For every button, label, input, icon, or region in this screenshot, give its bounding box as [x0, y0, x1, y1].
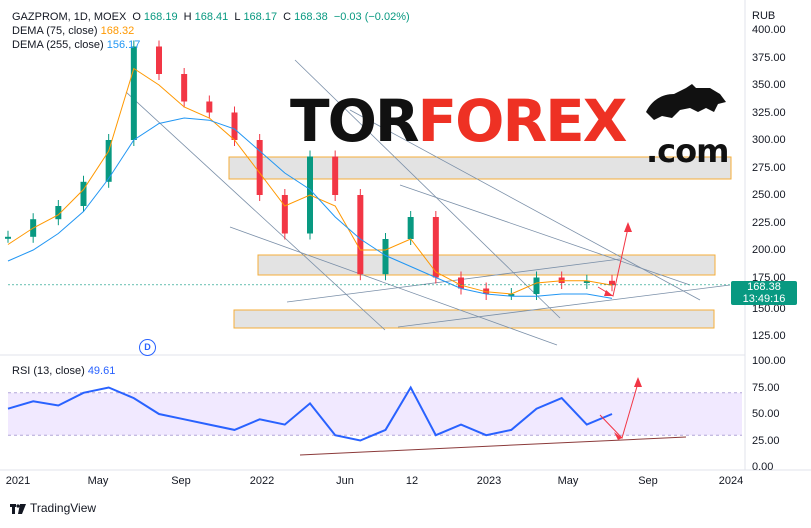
price-tick: 150.00 — [752, 303, 786, 315]
time-tick: 2021 — [5, 475, 31, 487]
forecast-arrowhead-price-down — [604, 290, 613, 296]
low-value: 168.17 — [243, 11, 278, 23]
rsi-label: RSI (13, close) — [12, 365, 85, 377]
trend-line-5 — [286, 258, 621, 303]
last-price-value: 168.38 — [747, 281, 781, 293]
close-label: C — [283, 11, 292, 23]
rsi-band — [8, 392, 742, 436]
rsi-legend[interactable]: RSI (13, close) 49.61 — [12, 365, 115, 377]
trend-line-0 — [125, 91, 386, 331]
price-tick: 400.00 — [752, 24, 786, 36]
bar-countdown: 13:49:16 — [742, 293, 786, 305]
rsi-tick: 100.00 — [752, 355, 786, 367]
time-tick: May — [87, 475, 109, 487]
rsi-tick: 50.00 — [752, 408, 780, 420]
dema75-value: 168.32 — [100, 25, 135, 37]
forecast-arrowhead-rsi-down — [614, 432, 622, 440]
rsi-value: 49.61 — [87, 365, 116, 377]
zone-2 — [233, 309, 715, 329]
dema75-line — [7, 67, 613, 295]
dividend-marker[interactable]: D — [139, 339, 156, 356]
open-value: 168.19 — [143, 11, 178, 23]
price-tick: 200.00 — [752, 244, 786, 256]
price-tick: 175.00 — [752, 271, 786, 284]
rsi-tick: 0.00 — [752, 461, 774, 473]
price-tick: 375.00 — [752, 51, 786, 64]
change-value: −0.03 (−0.02%) — [333, 11, 410, 23]
tradingview-label: TradingView — [30, 501, 97, 515]
trend-line-4 — [399, 184, 691, 286]
rsi-support-line — [299, 436, 687, 456]
trend-line-2 — [294, 59, 561, 319]
time-tick: Sep — [171, 475, 191, 487]
symbol-name[interactable]: GAZPROM, 1D, MOEX — [12, 11, 127, 23]
time-tick: Jun — [336, 475, 354, 487]
tradingview-brand[interactable]: TradingView — [10, 501, 96, 515]
tradingview-icon — [10, 503, 26, 514]
currency-label: RUB — [752, 10, 776, 22]
trend-line-6 — [397, 284, 731, 328]
zone-1 — [257, 254, 716, 276]
close-value: 168.38 — [294, 11, 328, 23]
time-tick: 2023 — [476, 475, 502, 487]
forecast-arrowhead-price — [624, 222, 632, 232]
zone-0 — [228, 156, 732, 180]
open-label: O — [132, 11, 141, 23]
rsi-tick: 75.00 — [752, 382, 780, 394]
price-tick: 250.00 — [752, 189, 786, 201]
trend-line-1 — [229, 226, 558, 346]
dema255-line — [7, 117, 613, 299]
price-tick: 325.00 — [752, 106, 786, 119]
time-tick: Sep — [638, 475, 658, 487]
dema255-label: DEMA (255, close) — [12, 39, 104, 51]
low-label: L — [234, 11, 241, 23]
dema75-legend[interactable]: DEMA (75, close) 168.32 — [12, 24, 137, 38]
price-tick: 300.00 — [752, 134, 786, 146]
symbol-legend: GAZPROM, 1D, MOEX O 168.19 H 168.41 L 168.1… — [12, 10, 413, 24]
last-price-badge: 168.38 13:49:16 — [731, 281, 797, 305]
price-tick: 275.00 — [752, 161, 786, 174]
bull-icon — [646, 84, 726, 120]
time-tick: May — [557, 475, 579, 487]
logo-text-com: .com — [646, 132, 729, 170]
time-tick: 12 — [405, 475, 419, 487]
high-label: H — [183, 11, 192, 23]
high-value: 168.41 — [194, 11, 229, 23]
rsi-tick: 25.00 — [752, 435, 780, 447]
time-tick: 2022 — [249, 475, 275, 487]
price-tick: 125.00 — [752, 330, 786, 342]
torforex-logo: TORFOREX .com — [290, 86, 729, 170]
dema75-label: DEMA (75, close) — [12, 25, 98, 37]
dema255-value: 156.17 — [106, 39, 141, 51]
rsi-line — [7, 385, 613, 442]
forecast-arrowhead-rsi — [634, 377, 642, 387]
dema255-legend[interactable]: DEMA (255, close) 156.17 — [12, 38, 143, 52]
time-tick: 2024 — [718, 475, 744, 487]
price-tick: 350.00 — [752, 79, 786, 91]
logo-text-tor: TOR — [290, 87, 420, 155]
logo-text-forex: FOREX — [417, 87, 628, 155]
price-tick: 225.00 — [752, 216, 786, 229]
